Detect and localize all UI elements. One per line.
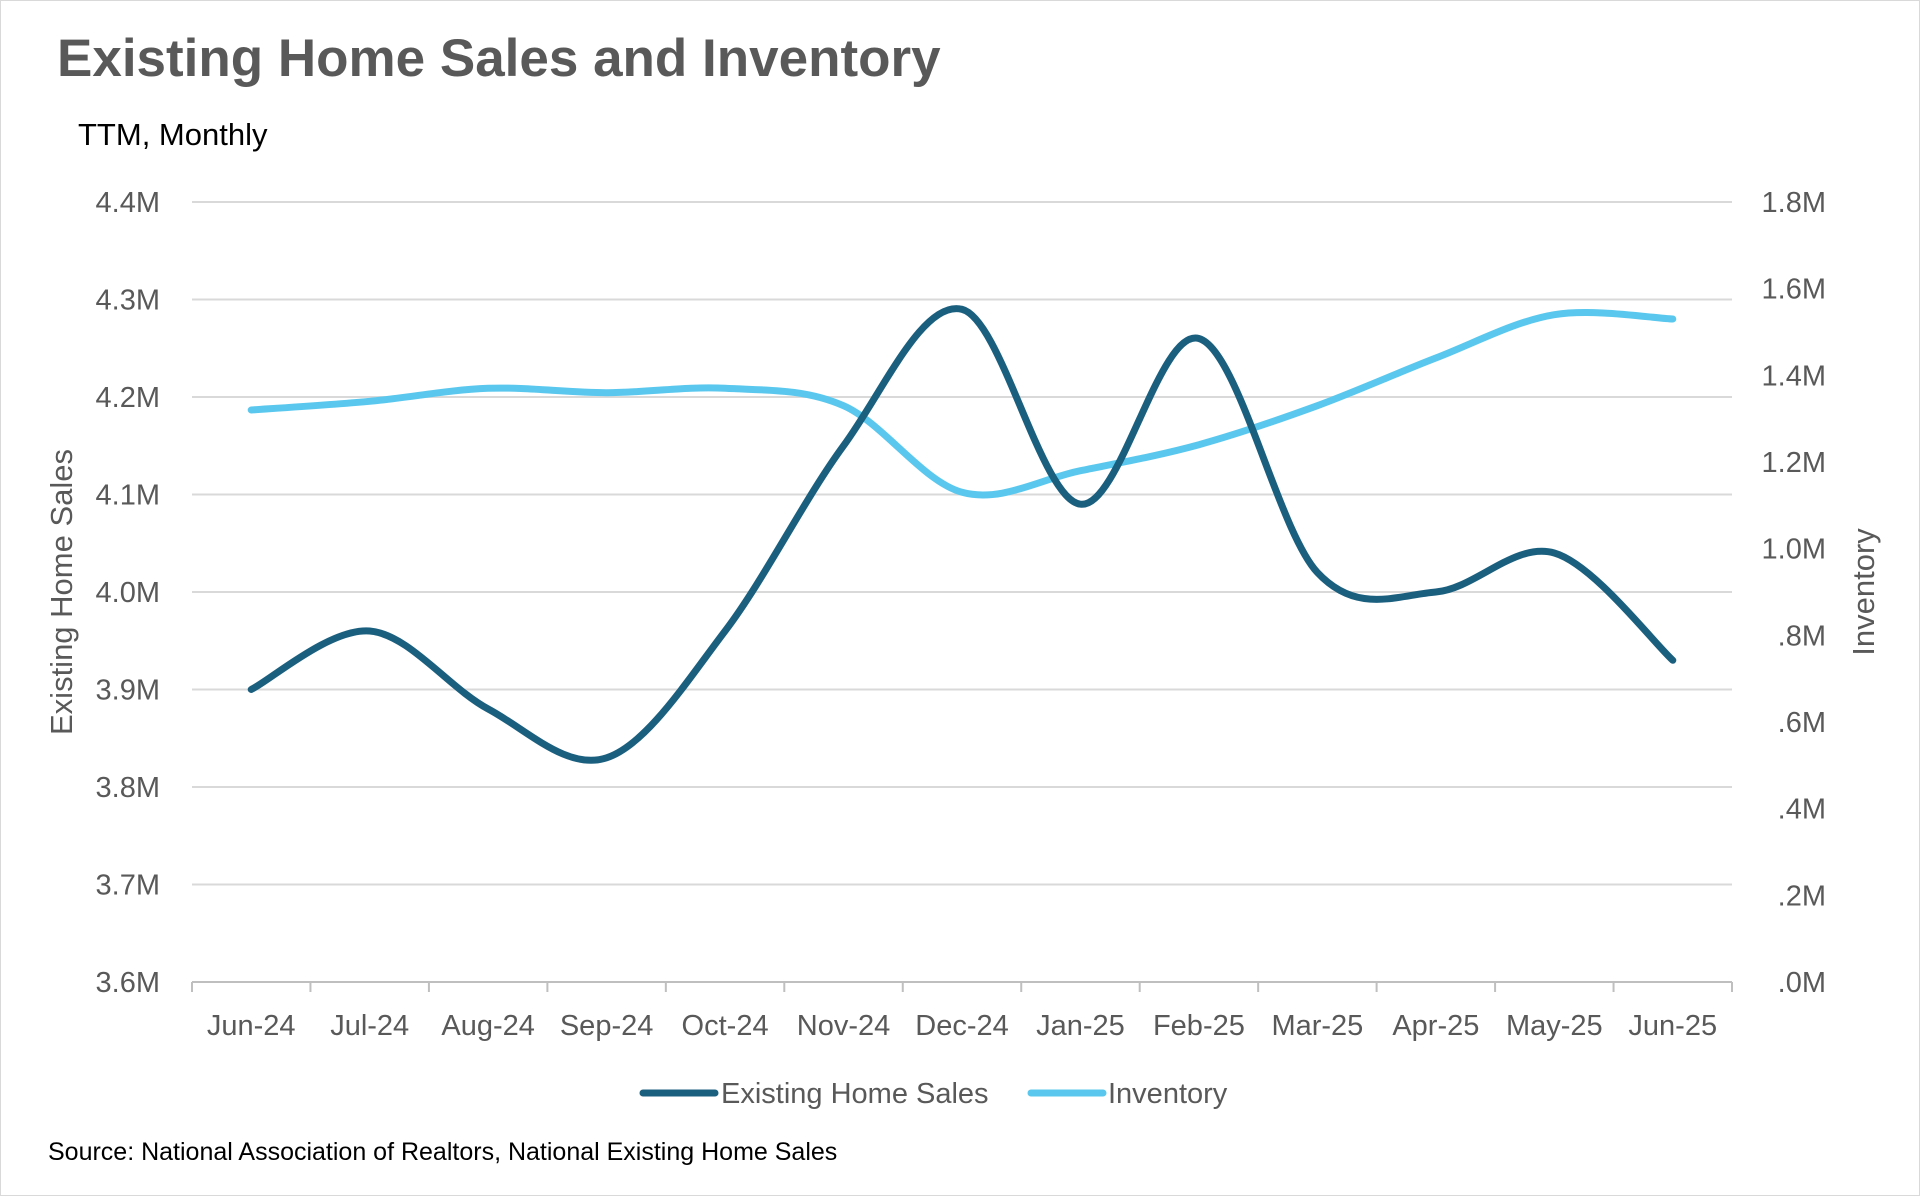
y2-tick-label: 1.2M xyxy=(1762,447,1826,479)
y2-tick-label: 1.8M xyxy=(1762,187,1826,219)
y-tick-label: 3.9M xyxy=(96,675,160,707)
chart-subtitle: TTM, Monthly xyxy=(78,117,268,152)
series-lines xyxy=(247,305,1677,764)
y-tick-label: 4.4M xyxy=(96,187,160,219)
y2-tick-label: .2M xyxy=(1778,880,1826,912)
y-axis-left-label: Existing Home Sales xyxy=(44,449,79,735)
y-axis-left-ticks: 3.6M 3.7M 3.8M 3.9M 4.0M 4.1M 4.2M 4.3M 4.4M xyxy=(96,187,160,999)
x-tick-label: Jan-25 xyxy=(1036,1010,1125,1042)
x-tick-label: Apr-25 xyxy=(1392,1010,1479,1042)
source-note: Source: National Association of Realtors… xyxy=(48,1138,838,1166)
series-line-existing-home-sales xyxy=(247,305,1677,764)
x-tick-label: Mar-25 xyxy=(1271,1010,1363,1042)
y2-tick-label: 1.0M xyxy=(1762,534,1826,566)
y-axis-right-ticks: .0M .2M .4M .6M .8M 1.0M 1.2M 1.4M 1.6M 1.8M xyxy=(1762,187,1826,999)
y-tick-label: 3.7M xyxy=(96,870,160,902)
x-tick-label: Nov-24 xyxy=(797,1010,891,1042)
y2-tick-label: 1.4M xyxy=(1762,360,1826,392)
y2-tick-label: .8M xyxy=(1778,620,1826,652)
x-tick-label: Aug-24 xyxy=(441,1010,535,1042)
x-tick-label: Dec-24 xyxy=(915,1010,1009,1042)
x-tick-label: Jun-25 xyxy=(1628,1010,1717,1042)
y2-tick-label: .0M xyxy=(1778,967,1826,999)
y-axis-right-label: Inventory xyxy=(1846,528,1881,656)
chart-title: Existing Home Sales and Inventory xyxy=(57,29,941,88)
x-tick-label: May-25 xyxy=(1506,1010,1603,1042)
y2-tick-label: .4M xyxy=(1778,794,1826,826)
x-axis xyxy=(191,982,1733,992)
legend-label-existing-home-sales: Existing Home Sales xyxy=(721,1078,989,1110)
legend: Existing Home Sales Inventory xyxy=(639,1078,1228,1110)
x-tick-label: Jun-24 xyxy=(207,1010,296,1042)
x-tick-label: Oct-24 xyxy=(682,1010,769,1042)
x-tick-label: Sep-24 xyxy=(560,1010,654,1042)
x-axis-ticks: Jun-24 Jul-24 Aug-24 Sep-24 Oct-24 Nov-24 Dec-… xyxy=(207,1010,1717,1042)
x-tick-label: Jul-24 xyxy=(330,1010,409,1042)
y2-tick-label: 1.6M xyxy=(1762,274,1826,306)
y-tick-label: 4.2M xyxy=(96,382,160,414)
y-tick-label: 3.6M xyxy=(96,967,160,999)
gridlines xyxy=(192,201,1732,983)
y-tick-label: 4.1M xyxy=(96,480,160,512)
y-tick-label: 3.8M xyxy=(96,772,160,804)
series-line-inventory xyxy=(247,309,1677,499)
legend-label-inventory: Inventory xyxy=(1108,1078,1228,1110)
x-tick-label: Feb-25 xyxy=(1153,1010,1245,1042)
y-tick-label: 4.0M xyxy=(96,577,160,609)
y2-tick-label: .6M xyxy=(1778,707,1826,739)
y-tick-label: 4.3M xyxy=(96,285,160,317)
